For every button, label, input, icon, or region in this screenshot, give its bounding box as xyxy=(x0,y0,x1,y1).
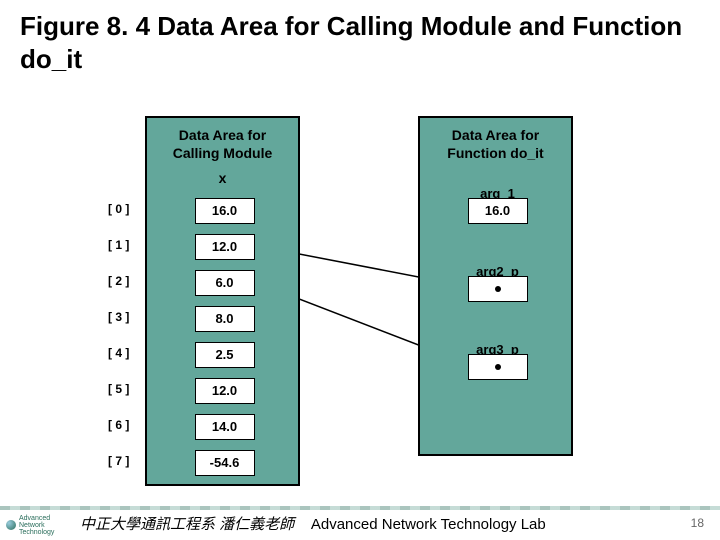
array-cell: 6.0 xyxy=(147,270,302,296)
heading-line: Data Area for xyxy=(420,126,571,144)
footer-en: Advanced Network Technology Lab xyxy=(311,516,546,533)
array-cell-value: 12.0 xyxy=(195,378,255,404)
array-index-label: [ 4 ] xyxy=(108,346,129,360)
array-index-label: [ 5 ] xyxy=(108,382,129,396)
array-cell-value: -54.6 xyxy=(195,450,255,476)
page-number: 18 xyxy=(691,516,704,530)
function-panel: Data Area for Function do_it arg_116.0ar… xyxy=(418,116,573,456)
array-index-label: [ 6 ] xyxy=(108,418,129,432)
diagram-area: Data Area for Calling Module x 16.0 12.0 6… xyxy=(0,100,720,500)
pointer-origin-dot xyxy=(495,286,501,292)
array-cell: 14.0 xyxy=(147,414,302,440)
array-cell-value: 12.0 xyxy=(195,234,255,260)
calling-module-heading: Data Area for Calling Module xyxy=(147,118,298,162)
figure-title: Figure 8. 4 Data Area for Calling Module… xyxy=(20,10,700,75)
array-index-label: [ 1 ] xyxy=(108,238,129,252)
array-cell-value: 14.0 xyxy=(195,414,255,440)
footer-cn: 中正大學通訊工程系 潘仁義老師 xyxy=(80,516,294,533)
footer: AdvancedNetworkTechnology 中正大學通訊工程系 潘仁義老… xyxy=(0,508,720,540)
array-index-label: [ 7 ] xyxy=(108,454,129,468)
array-cell: 8.0 xyxy=(147,306,302,332)
array-cell-value: 6.0 xyxy=(195,270,255,296)
array-var-name: x xyxy=(147,170,298,186)
footer-text: 中正大學通訊工程系 潘仁義老師 Advanced Network Technol… xyxy=(80,513,546,534)
arg-cell: 16.0 xyxy=(468,198,528,224)
connector-arrows xyxy=(0,100,720,500)
array-cell: 12.0 xyxy=(147,378,302,404)
array-index-label: [ 0 ] xyxy=(108,202,129,216)
heading-line: Function do_it xyxy=(420,144,571,162)
function-heading: Data Area for Function do_it xyxy=(420,118,571,162)
array-cell-value: 8.0 xyxy=(195,306,255,332)
array-index-label: [ 2 ] xyxy=(108,274,129,288)
array-cell: 12.0 xyxy=(147,234,302,260)
array-cell-value: 16.0 xyxy=(195,198,255,224)
heading-line: Data Area for xyxy=(147,126,298,144)
array-cell: 16.0 xyxy=(147,198,302,224)
pointer-origin-dot xyxy=(495,364,501,370)
calling-module-panel: Data Area for Calling Module x 16.0 12.0 6… xyxy=(145,116,300,486)
heading-line: Calling Module xyxy=(147,144,298,162)
array-cell: -54.6 xyxy=(147,450,302,476)
lab-logo: AdvancedNetworkTechnology xyxy=(6,514,66,536)
array-cell-value: 2.5 xyxy=(195,342,255,368)
array-index-label: [ 3 ] xyxy=(108,310,129,324)
array-cell: 2.5 xyxy=(147,342,302,368)
